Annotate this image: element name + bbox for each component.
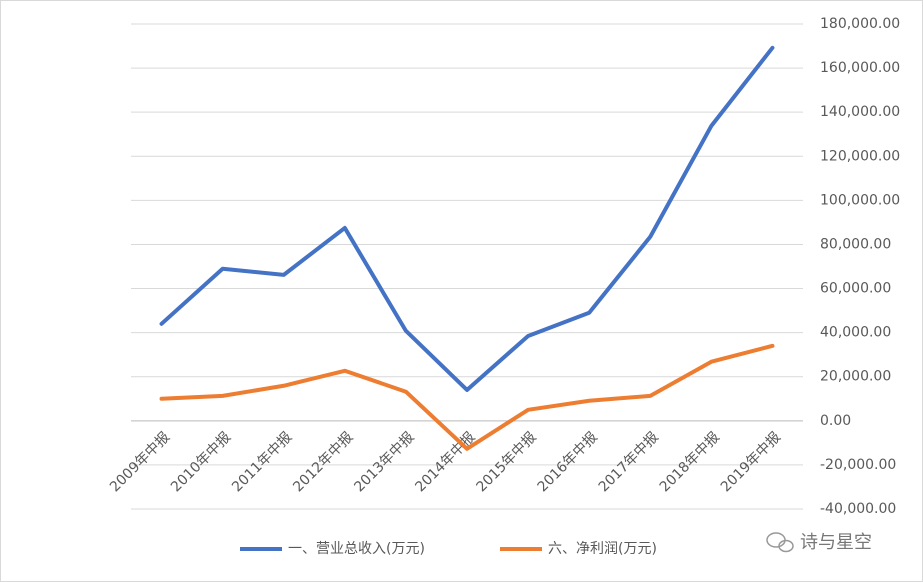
series-line [159, 45, 775, 392]
y-tick-label: 80,000.00 [820, 236, 891, 252]
y-tick-label: 160,000.00 [820, 60, 900, 76]
y-tick-label: 100,000.00 [820, 192, 900, 208]
y-tick-label: 120,000.00 [820, 148, 900, 164]
legend-label: 一、营业总收入(万元) [288, 541, 425, 557]
y-tick-label: 20,000.00 [820, 369, 891, 385]
y-tick-label: 180,000.00 [820, 16, 900, 32]
y-tick-label: -40,000.00 [820, 501, 896, 517]
series-line [159, 343, 775, 451]
legend-label: 六、净利润(万元) [548, 541, 657, 557]
y-tick-label: 0.00 [820, 413, 851, 429]
y-tick-label: 40,000.00 [820, 325, 891, 341]
y-tick-label: 60,000.00 [820, 281, 891, 297]
y-tick-label: 140,000.00 [820, 104, 900, 120]
watermark: 诗与星空 [800, 532, 872, 553]
watermark-icon [766, 532, 794, 553]
y-tick-label: -20,000.00 [820, 457, 896, 473]
